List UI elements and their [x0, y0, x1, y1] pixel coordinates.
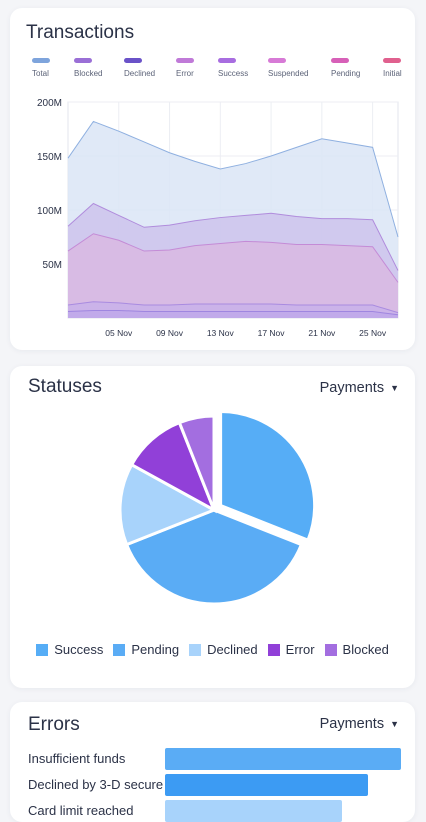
- line-declined: [67, 233, 399, 283]
- legend-swatch: [176, 58, 194, 63]
- line-error: [67, 301, 399, 314]
- pie-slice-declined[interactable]: [118, 462, 218, 547]
- legend-label: Pending: [131, 642, 180, 657]
- legend-swatch: [268, 58, 286, 63]
- legend-label: Error: [176, 69, 194, 78]
- legend-label: Pending: [331, 69, 360, 78]
- errors-title: Errors: [28, 714, 80, 735]
- legend-label: Success: [54, 642, 104, 657]
- legend-swatch: [324, 643, 337, 656]
- errors-type-dropdown[interactable]: Payments ▼: [320, 716, 399, 732]
- transactions-card: Transactions Total Blocked Declined Error Su…: [10, 8, 415, 350]
- chevron-down-icon: ▼: [390, 719, 399, 729]
- legend-item-pending[interactable]: Pending: [113, 642, 179, 657]
- statuses-title: Statuses: [28, 376, 102, 397]
- area-success: [68, 310, 398, 318]
- legend-label: Blocked: [342, 642, 389, 657]
- legend-swatch: [124, 58, 142, 63]
- legend-label: Blocked: [74, 69, 102, 78]
- error-label: Insufficient funds: [28, 751, 126, 766]
- error-label: Declined by 3-D secure: [28, 777, 164, 792]
- legend-swatch: [189, 643, 202, 656]
- legend-swatch: [331, 58, 349, 63]
- statuses-legend: Success Pending Declined Error Blocked: [10, 642, 415, 657]
- statuses-dropdown-label: Payments: [319, 380, 385, 396]
- legend-swatch: [74, 58, 92, 63]
- x-tick-label: 25 Nov: [359, 328, 387, 338]
- x-tick-label: 17 Nov: [258, 328, 286, 338]
- legend-swatch: [218, 58, 236, 63]
- x-tick-label: 09 Nov: [156, 328, 184, 338]
- error-bar[interactable]: [165, 800, 342, 822]
- legend-item-initial[interactable]: Initial: [383, 58, 402, 78]
- line-total: [67, 120, 399, 238]
- legend-item-success[interactable]: Success: [218, 58, 248, 78]
- statuses-card: Statuses Payments ▼ Success Pending Declin…: [10, 366, 415, 688]
- legend-label: Declined: [124, 69, 155, 78]
- error-row: Declined by 3-D secure: [10, 774, 415, 796]
- legend-label: Suspended: [268, 69, 308, 78]
- y-tick-label: 150M: [37, 152, 62, 163]
- y-tick-label: 200M: [37, 98, 62, 109]
- y-tick-label: 100M: [37, 206, 62, 217]
- transactions-title: Transactions: [26, 22, 135, 43]
- errors-dropdown-label: Payments: [319, 716, 385, 732]
- legend-label: Success: [218, 69, 248, 78]
- line-success: [67, 309, 399, 316]
- errors-card: Errors Payments ▼ Insufficient funds Decl…: [10, 702, 415, 822]
- line-blocked: [67, 202, 399, 271]
- legend-item-error[interactable]: Error: [176, 58, 194, 78]
- error-row: Insufficient funds: [10, 748, 415, 770]
- statuses-type-dropdown[interactable]: Payments ▼: [320, 380, 399, 396]
- statuses-pie-chart: [118, 410, 317, 606]
- legend-swatch: [32, 58, 50, 63]
- legend-label: Error: [285, 642, 315, 657]
- legend-swatch: [267, 643, 280, 656]
- y-tick-label: 50M: [43, 260, 62, 271]
- pie-slice-blocked[interactable]: [177, 414, 216, 511]
- pie-slice-success[interactable]: [219, 410, 317, 543]
- error-row: Card limit reached: [10, 800, 415, 822]
- legend-item-declined[interactable]: Declined: [189, 642, 258, 657]
- chevron-down-icon: ▼: [390, 383, 399, 393]
- legend-item-pending[interactable]: Pending: [331, 58, 360, 78]
- error-bar[interactable]: [165, 748, 401, 770]
- legend-item-success[interactable]: Success: [36, 642, 103, 657]
- legend-label: Initial: [383, 69, 402, 78]
- x-tick-label: 13 Nov: [207, 328, 235, 338]
- legend-item-total[interactable]: Total: [32, 58, 50, 78]
- error-bar[interactable]: [165, 774, 368, 796]
- legend-item-error[interactable]: Error: [267, 642, 315, 657]
- x-tick-label: 21 Nov: [308, 328, 336, 338]
- x-tick-label: 05 Nov: [105, 328, 133, 338]
- error-label: Card limit reached: [28, 803, 134, 818]
- pie-slice-pending[interactable]: [124, 508, 304, 606]
- legend-item-declined[interactable]: Declined: [124, 58, 155, 78]
- legend-swatch: [383, 58, 401, 63]
- legend-item-blocked[interactable]: Blocked: [324, 642, 389, 657]
- transactions-chart: Total Blocked Declined Error Success Suspende…: [32, 58, 402, 338]
- legend-swatch: [36, 643, 49, 656]
- legend-item-suspended[interactable]: Suspended: [268, 58, 308, 78]
- legend-swatch: [113, 643, 126, 656]
- area-declined: [68, 233, 398, 318]
- legend-item-blocked[interactable]: Blocked: [74, 58, 102, 78]
- legend-label: Declined: [207, 642, 258, 657]
- legend-label: Total: [32, 69, 49, 78]
